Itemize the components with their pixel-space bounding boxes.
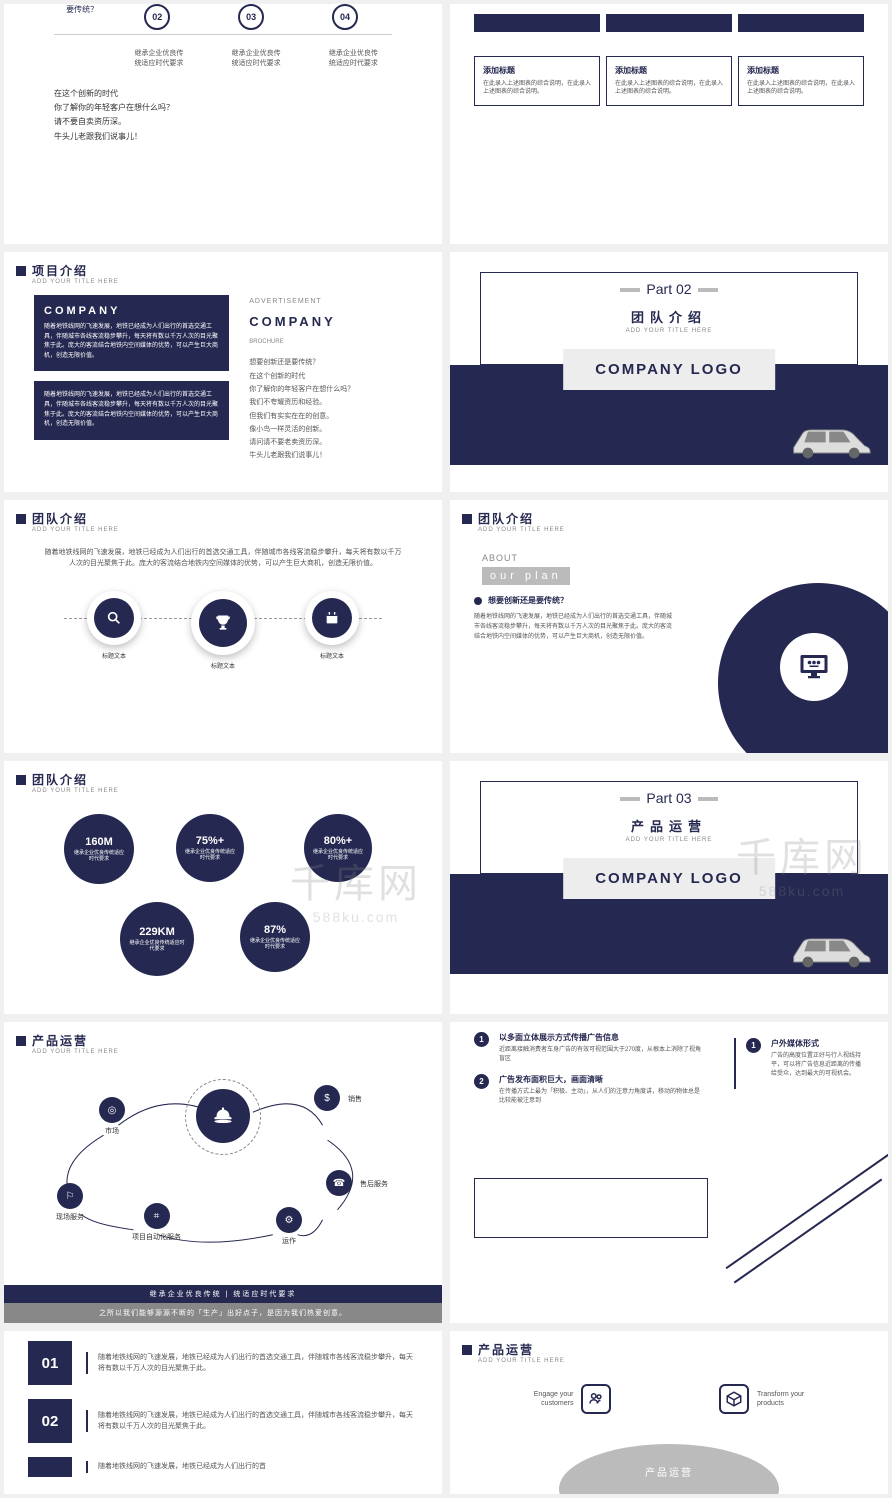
settings-icon: ⚐ [57, 1183, 83, 1209]
slide-11: 01随着地铁线网的飞速发展，地铁已经成为人们出行的首选交通工具，伴随城市各线客流… [4, 1331, 442, 1494]
s1-lines: 在这个创新的时代 你了解你的年轻客户在想什么吗？ 请不要自卖资历深。 牛头儿老跟… [54, 87, 392, 145]
company-logo: COMPANY LOGO [563, 858, 775, 899]
trophy-icon [199, 599, 247, 647]
slide-grid: 要传统？ 02 03 04 继承企业优良传统适应时代要求 继承企业优良传统适应时… [0, 0, 892, 1498]
slide-6: 团队介绍 ADD YOUR TITLE HERE ABOUT our plan … [450, 500, 888, 753]
slide-part-02: Part 02 团队介绍 ADD YOUR TITLE HERE COMPANY… [450, 252, 888, 492]
stat-circle: 160M继承企业优良传统适应时代要求 [64, 814, 134, 884]
box-icon [719, 1384, 749, 1414]
slide-part-03: Part 03 产品运营 ADD YOUR TITLE HERE COMPANY… [450, 761, 888, 1014]
slide-12: 产品运营 ADD YOUR TITLE HERE Engage yourcust… [450, 1331, 888, 1494]
step-num: 03 [238, 4, 264, 30]
slide-5: 团队介绍 ADD YOUR TITLE HERE 随着地铁线网的飞速发展，地铁已… [4, 500, 442, 753]
stat-circle: 229KM继承企业优良传统适应时代要求 [120, 902, 194, 976]
car-icon [786, 421, 876, 461]
slide-1: 要传统？ 02 03 04 继承企业优良传统适应时代要求 继承企业优良传统适应时… [4, 4, 442, 244]
computer-icon: ⌗ [144, 1203, 170, 1229]
slide-3: 项目介绍 ADD YOUR TITLE HERE COMPANY随着地铁线网的飞… [4, 252, 442, 492]
target-icon: ◎ [99, 1097, 125, 1123]
calendar-icon [312, 598, 352, 638]
company-logo: COMPANY LOGO [563, 349, 775, 390]
stat-circle: 87%继承企业优良传统适应时代要求 [240, 902, 310, 972]
money-icon: $ [314, 1085, 340, 1111]
section-title: 项目介绍 [32, 262, 88, 279]
slide-9: 产品运营 ADD YOUR TITLE HERE ◎市场 $销售 ☎售后服务 ⚙… [4, 1022, 442, 1323]
step-num: 02 [144, 4, 170, 30]
stat-circle: 75%+继承企业优良传统适应时代要求 [176, 814, 244, 882]
bell-icon [196, 1089, 250, 1143]
support-icon: ☎ [326, 1170, 352, 1196]
gear-icon: ⚙ [276, 1207, 302, 1233]
step-num: 04 [332, 4, 358, 30]
slide-10: 1以多面立体展示方式传播广告信息近距离接触消费者车身广告的有效可视范围大于270… [450, 1022, 888, 1323]
search-icon [94, 598, 134, 638]
monitor-icon [780, 633, 848, 701]
car-icon [786, 930, 876, 970]
stat-circle: 80%+继承企业优良传统适应时代要求 [304, 814, 372, 882]
slide-2: 添加标题在此录入上述图表的综合说明，在此录入上述图表的综合说明。 添加标题在此录… [450, 4, 888, 244]
slide-7: 团队介绍 ADD YOUR TITLE HERE 160M继承企业优良传统适应时… [4, 761, 442, 1014]
s1-top-label: 要传统？ [54, 4, 110, 15]
people-icon [581, 1384, 611, 1414]
